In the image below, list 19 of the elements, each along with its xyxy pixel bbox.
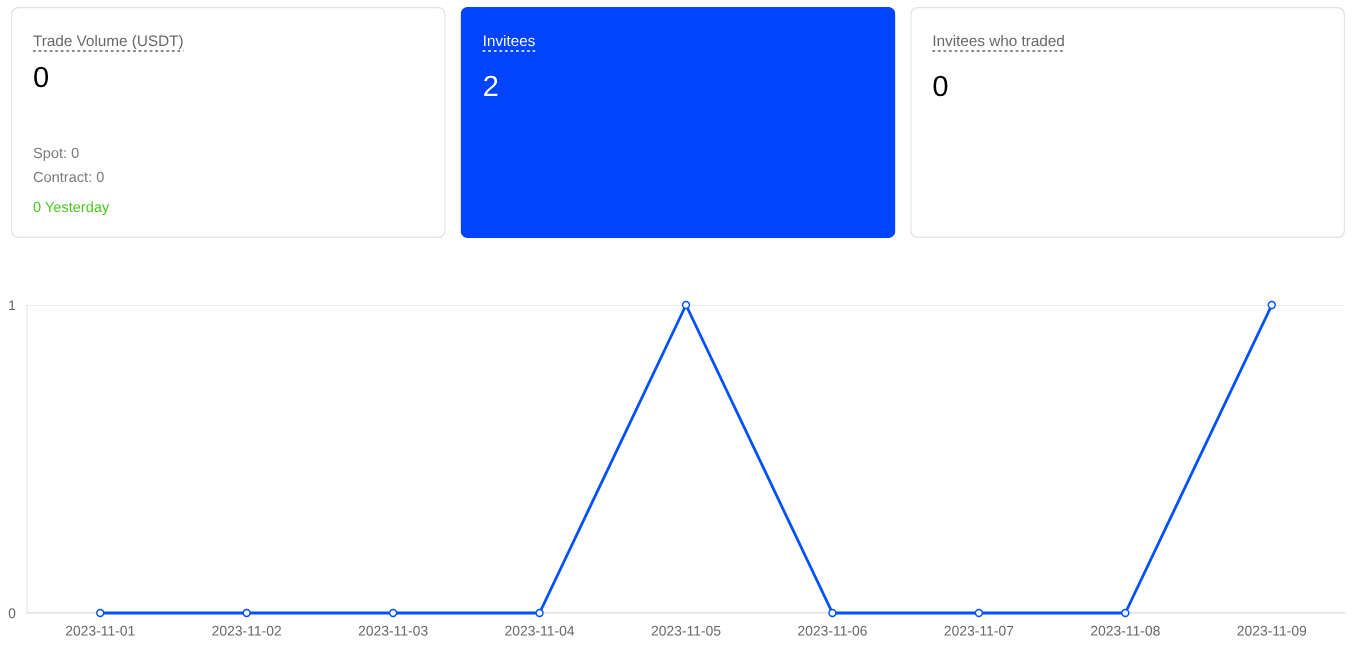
x-tick-label: 2023-11-02	[212, 625, 281, 636]
x-tick-label: 2023-11-08	[1091, 625, 1160, 636]
text: 0	[933, 75, 948, 97]
x-tick-label: 2023-11-06	[798, 625, 867, 636]
x-tick-label: 2023-11-05	[651, 625, 721, 636]
text: Invitees who traded	[933, 34, 1064, 47]
x-tick-label: 2023-11-01	[65, 625, 135, 636]
text: 0	[34, 66, 49, 88]
x-tick-label: 2023-11-07	[944, 625, 1014, 636]
text: Trade Volume (USDT)	[33, 34, 183, 50]
y-tick-label: 1	[9, 300, 16, 311]
text: 2	[484, 75, 498, 96]
x-tick-label: 2023-11-04	[505, 625, 575, 636]
text: Invitees	[484, 34, 535, 47]
text: Contract: 0	[33, 171, 104, 183]
text: Spot: 0	[33, 147, 79, 162]
x-tick-label: 2023-11-09	[1237, 625, 1307, 636]
x-tick-label: 2023-11-03	[358, 625, 428, 636]
text: 0 Yesterday	[33, 201, 110, 216]
